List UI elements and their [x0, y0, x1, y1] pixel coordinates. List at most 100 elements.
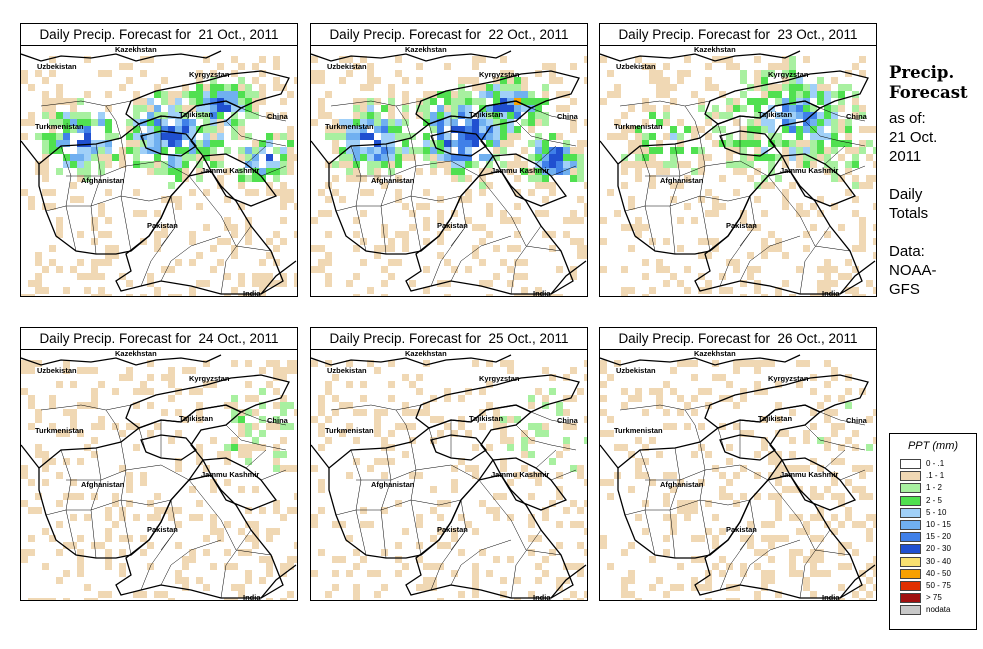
precip-cell [628, 126, 635, 133]
precip-cell [35, 133, 42, 140]
precip-cell [374, 409, 381, 416]
precip-cell [273, 175, 280, 182]
precip-cell [318, 245, 325, 252]
precip-cell [768, 451, 775, 458]
precip-cell [224, 598, 231, 600]
precip-cell [126, 294, 133, 296]
kashmir-border [201, 153, 278, 207]
precip-cell [810, 112, 817, 119]
precip-cell [859, 231, 866, 238]
precip-cell [423, 98, 430, 105]
precip-cell [507, 168, 514, 175]
precip-cell [789, 126, 796, 133]
precip-cell [705, 570, 712, 577]
precip-cell [360, 112, 367, 119]
precip-cell [866, 577, 873, 584]
precip-cell [437, 542, 444, 549]
precip-cell [775, 154, 782, 161]
precip-cell [353, 231, 360, 238]
precip-cell [105, 147, 112, 154]
precip-cell [374, 154, 381, 161]
precip-cell [642, 294, 649, 296]
precip-cell [479, 238, 486, 245]
legend-item: 10 - 15 [890, 519, 976, 531]
province-line [645, 195, 751, 207]
precip-cell [402, 231, 409, 238]
precip-cell [367, 287, 374, 294]
precip-cell [287, 367, 294, 374]
precip-cell [245, 381, 252, 388]
precip-cell [761, 98, 768, 105]
precip-cell [105, 535, 112, 542]
precip-cell [266, 182, 273, 189]
precip-cell [346, 126, 353, 133]
precip-cell [203, 112, 210, 119]
precip-cell [556, 472, 563, 479]
precip-cell [280, 437, 287, 444]
precip-cell [796, 154, 803, 161]
precip-cell [500, 56, 507, 63]
precip-cell [775, 535, 782, 542]
precip-cell [691, 360, 698, 367]
precip-cell [294, 507, 297, 514]
precip-cell [224, 105, 231, 112]
precip-cell [98, 259, 105, 266]
precip-cell [56, 577, 63, 584]
precip-cell [252, 112, 259, 119]
precip-cell [105, 563, 112, 570]
precip-cell [168, 374, 175, 381]
precip-cell [747, 224, 754, 231]
precip-cell [698, 238, 705, 245]
precip-cell [332, 189, 339, 196]
precip-cell [63, 458, 70, 465]
precip-cell [238, 182, 245, 189]
precip-cell [367, 168, 374, 175]
precip-cell [273, 451, 280, 458]
precip-cell [607, 479, 614, 486]
precip-cell [280, 465, 287, 472]
precip-cell [789, 486, 796, 493]
precip-cell [105, 91, 112, 98]
precip-cell [556, 77, 563, 84]
precip-cell [126, 133, 133, 140]
precip-cell [175, 98, 182, 105]
precip-cell [458, 161, 465, 168]
precip-cell [803, 126, 810, 133]
precip-cell [866, 280, 873, 287]
precip-cell [635, 437, 642, 444]
precip-cell [621, 161, 628, 168]
precip-cell [472, 224, 479, 231]
precip-cell [817, 147, 824, 154]
precip-cell [740, 465, 747, 472]
precip-cell [782, 252, 789, 259]
precip-cell [528, 591, 535, 598]
precip-cell [614, 119, 621, 126]
precip-cell [817, 514, 824, 521]
precip-cell [444, 161, 451, 168]
precip-cell [437, 598, 444, 600]
legend-title: PPT (mm) [907, 440, 959, 452]
precip-cell [691, 126, 698, 133]
precip-cell [649, 70, 656, 77]
precip-cell [549, 63, 556, 70]
precip-cell [28, 423, 35, 430]
precip-cell [318, 112, 325, 119]
precip-cell [642, 444, 649, 451]
as-of-year: 2011 [889, 148, 922, 165]
precip-cell [140, 549, 147, 556]
precip-cell [556, 105, 563, 112]
precip-cell [416, 147, 423, 154]
precip-cell [563, 423, 570, 430]
precip-cell [577, 542, 584, 549]
precip-cell [726, 381, 733, 388]
precip-cell [175, 430, 182, 437]
central-asia-border [125, 70, 290, 125]
precip-cell [493, 126, 500, 133]
province-line [188, 175, 272, 252]
precip-cell [810, 409, 817, 416]
precip-cell [570, 266, 577, 273]
legend-label: 1 - 2 [926, 483, 943, 493]
precip-cell [245, 409, 252, 416]
precip-cell [747, 273, 754, 280]
precip-cell [838, 423, 845, 430]
